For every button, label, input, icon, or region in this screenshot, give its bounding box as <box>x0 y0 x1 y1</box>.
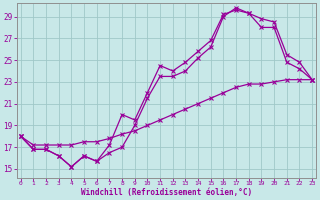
X-axis label: Windchill (Refroidissement éolien,°C): Windchill (Refroidissement éolien,°C) <box>81 188 252 197</box>
